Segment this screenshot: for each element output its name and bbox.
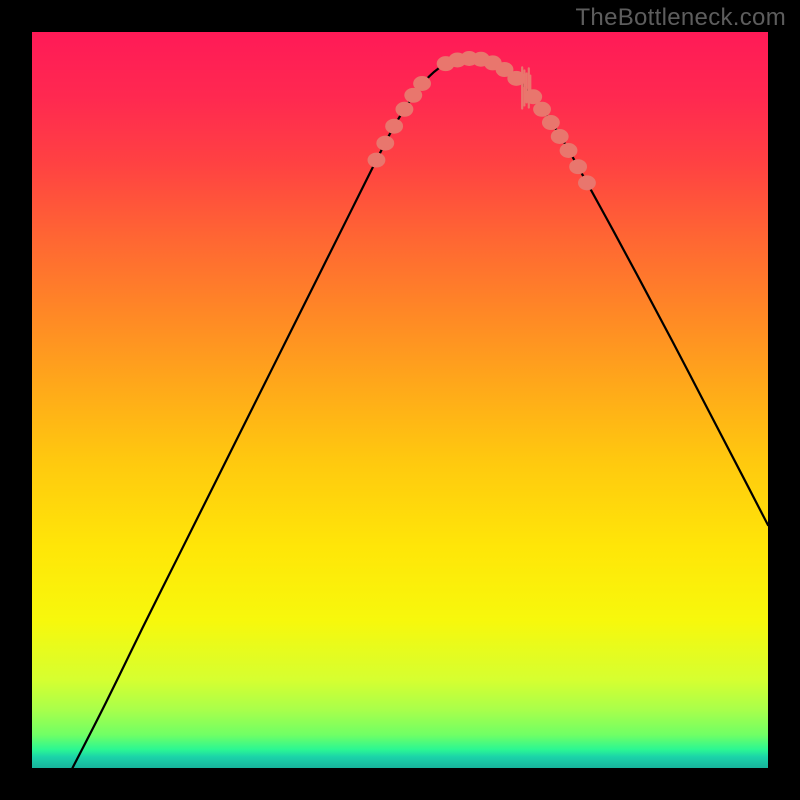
- curve-marker: [533, 102, 551, 117]
- plot-svg: [32, 32, 768, 768]
- curve-marker: [376, 136, 394, 151]
- bottleneck-curve: [72, 58, 768, 768]
- watermark-text: TheBottleneck.com: [575, 4, 786, 32]
- curve-marker: [551, 129, 569, 144]
- curve-markers: [368, 51, 596, 190]
- plot-area: [32, 32, 768, 768]
- chart-frame: TheBottleneck.com: [0, 0, 800, 800]
- curve-marker: [524, 89, 542, 104]
- curve-marker: [385, 119, 403, 134]
- curve-marker: [560, 143, 578, 158]
- curve-marker: [569, 159, 587, 174]
- curve-marker: [578, 175, 596, 190]
- curve-marker: [542, 115, 560, 130]
- curve-marker: [395, 102, 413, 117]
- curve-marker: [413, 76, 431, 91]
- curve-marker: [507, 71, 525, 86]
- curve-marker: [368, 153, 386, 168]
